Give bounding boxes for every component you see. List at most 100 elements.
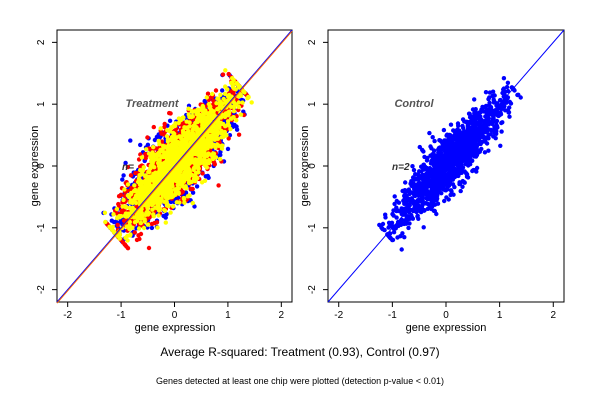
data-point [143,174,147,178]
y-tick-label: -2 [36,285,47,294]
data-point [168,119,172,123]
data-point [200,171,204,175]
data-point [171,131,175,135]
data-point [165,128,169,132]
data-point [229,81,233,85]
data-point [484,90,488,94]
data-point [164,195,168,199]
x-axis-label: gene expression [135,322,216,334]
data-point [187,120,191,124]
data-point [158,207,162,211]
data-point [220,101,224,105]
data-point [173,124,177,128]
data-point [150,164,154,168]
data-point [136,216,140,220]
data-point [199,119,203,123]
data-point [226,119,230,123]
data-point [164,215,168,219]
data-point [231,85,235,89]
data-point [190,135,194,139]
data-point [203,118,207,122]
data-point [386,225,390,229]
data-point [195,184,199,188]
data-point [191,114,195,118]
diagonal-line [57,30,292,302]
data-point [195,165,199,169]
data-point [165,165,169,169]
data-point [140,191,144,195]
data-point [183,125,187,129]
data-point [121,173,125,177]
data-point [221,122,225,126]
diagonal-lines [57,30,292,303]
data-point [184,177,188,181]
data-point [226,147,230,151]
data-point [128,138,132,142]
data-point [246,95,250,99]
data-point [159,126,163,130]
data-point [205,95,209,99]
data-point [222,97,226,101]
n-label: n= [122,162,134,173]
data-point [129,173,133,177]
data-point [135,195,139,199]
data-point [223,68,227,72]
data-point [127,223,131,227]
data-point [133,230,137,234]
data-point [144,147,148,151]
data-point [203,163,207,167]
data-point [189,155,193,159]
data-point [164,220,168,224]
y-tick-label: 1 [36,101,47,107]
data-point [152,221,156,225]
data-point [137,237,141,241]
data-point [164,160,168,164]
data-point [120,209,124,213]
data-point [152,214,156,218]
data-point [155,225,159,229]
data-point [223,92,227,96]
data-point [175,200,179,204]
data-point [452,185,456,189]
data-point [218,93,222,97]
data-point [203,179,207,183]
data-points [101,68,254,250]
data-point [237,105,241,109]
data-point [145,135,149,139]
data-point [393,194,397,198]
data-point [147,151,151,155]
data-point [126,182,130,186]
data-point [225,87,229,91]
data-point [160,155,164,159]
data-point [111,212,115,216]
data-point [133,220,137,224]
data-point [183,170,187,174]
data-point [191,201,195,205]
data-point [156,178,160,182]
data-point [204,144,208,148]
data-point [232,123,236,127]
data-point [174,141,178,145]
data-point [154,172,158,176]
data-point [127,195,131,199]
data-point [192,150,196,154]
data-point [165,156,169,160]
data-point [234,118,238,122]
data-point [211,134,215,138]
data-point [410,164,414,168]
data-point [223,115,227,119]
data-point [165,203,169,207]
data-point [139,221,143,225]
y-tick-label: 2 [36,39,47,45]
data-point [129,199,133,203]
data-point [163,122,167,126]
data-point [219,115,223,119]
data-point [155,135,159,139]
data-point [172,156,176,160]
data-point [219,135,223,139]
data-point [142,226,146,230]
x-tick-label: 0 [172,310,178,321]
data-point [214,88,218,92]
data-point [156,161,160,165]
data-point [125,234,129,238]
